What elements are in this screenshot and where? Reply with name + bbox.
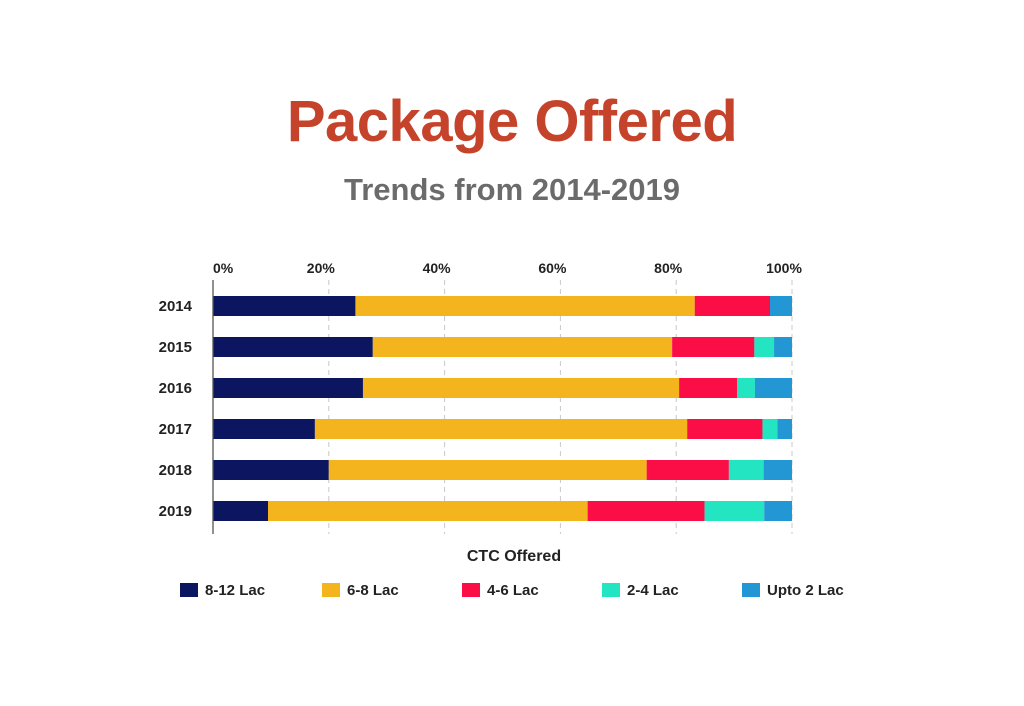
bar-segment (728, 460, 764, 480)
bar-segment (704, 501, 765, 521)
bar-segment (687, 419, 763, 439)
bar-segment (763, 460, 792, 480)
bar-segment (774, 337, 792, 357)
x-axis-ticks: 0% 20% 40% 60% 80% 100% (213, 260, 802, 276)
legend-label: 8-12 Lac (205, 582, 265, 599)
bar-segment (213, 501, 269, 521)
legend-swatch (322, 583, 340, 597)
bar-segment (736, 378, 755, 398)
bar-segment (769, 296, 792, 316)
x-tick-label: 100% (766, 260, 802, 276)
category-label: 2017 (159, 421, 192, 438)
legend-swatch (462, 583, 480, 597)
bar-segment (213, 296, 356, 316)
x-tick-label: 0% (213, 260, 234, 276)
x-tick-label: 20% (307, 260, 336, 276)
bar-segment (372, 337, 673, 357)
x-tick-label: 40% (423, 260, 452, 276)
legend-label: Upto 2 Lac (767, 582, 844, 599)
category-label: 2014 (159, 298, 193, 315)
bar-segment (268, 501, 588, 521)
chart-subtitle: Trends from 2014-2019 (343, 172, 680, 207)
x-axis-title: CTC Offered (467, 548, 561, 565)
bar-segment (754, 378, 792, 398)
bar-segment (764, 501, 792, 521)
bar-segment (754, 337, 775, 357)
bar-segment (213, 378, 363, 398)
bar-segment (314, 419, 688, 439)
legend-swatch (742, 583, 760, 597)
bar-segment (355, 296, 695, 316)
bar-segment (646, 460, 729, 480)
y-axis-categories: 2014 2015 2016 2017 2018 2019 (159, 298, 193, 520)
legend-swatch (602, 583, 620, 597)
x-tick-label: 60% (538, 260, 567, 276)
gridlines (328, 280, 793, 534)
chart-title: Package Offered (286, 89, 738, 154)
legend-swatch (180, 583, 198, 597)
bar-segment (679, 378, 737, 398)
bar-segment (694, 296, 770, 316)
category-label: 2019 (159, 503, 192, 520)
bar-segment (213, 337, 373, 357)
bar-segment (672, 337, 755, 357)
category-label: 2018 (159, 462, 192, 479)
bar-segment (213, 419, 315, 439)
legend-label: 2-4 Lac (627, 582, 679, 599)
bar-segment (777, 419, 792, 439)
legend: 8-12 Lac 6-8 Lac 4-6 Lac 2-4 Lac Upto 2 Lac (180, 582, 844, 599)
category-label: 2015 (159, 339, 192, 356)
bar-segment (328, 460, 647, 480)
bar-segment (362, 378, 680, 398)
bar-segment (762, 419, 778, 439)
bar-segment (587, 501, 705, 521)
legend-label: 4-6 Lac (487, 582, 539, 599)
category-label: 2016 (159, 380, 192, 397)
x-tick-label: 80% (654, 260, 683, 276)
bar-segment (213, 460, 329, 480)
legend-label: 6-8 Lac (347, 582, 399, 599)
bars (213, 296, 792, 521)
